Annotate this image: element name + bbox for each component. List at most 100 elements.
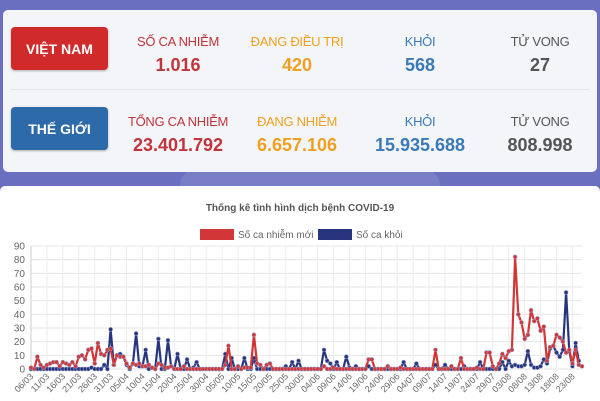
data-point [528, 362, 534, 368]
chart-title: Thống kê tình hình dịch bệnh COVID-19 [206, 202, 395, 214]
data-point [509, 347, 515, 353]
data-point [54, 359, 59, 365]
data-point [570, 361, 575, 366]
divider [11, 89, 589, 90]
data-point [557, 335, 563, 340]
y-tick-label: 60 [14, 283, 26, 294]
data-point [455, 366, 461, 372]
y-tick-label: 90 [14, 242, 26, 253]
data-point [251, 332, 257, 338]
data-point [98, 366, 104, 372]
stat-label: TỬ VONG [510, 114, 570, 129]
stat-label: ĐANG ĐIỀU TRỊ [250, 34, 344, 49]
stat-value: 568 [404, 55, 436, 75]
stat-label: ĐANG NHIỄM [256, 114, 338, 129]
data-point [66, 362, 72, 368]
data-point [31, 366, 37, 372]
data-point [184, 357, 190, 362]
data-point [480, 366, 486, 372]
data-point [101, 353, 107, 358]
data-point [490, 363, 496, 369]
data-point [328, 361, 333, 366]
y-tick-label: 10 [14, 351, 26, 362]
data-point [519, 320, 524, 325]
data-point [242, 355, 247, 361]
data-point [92, 361, 97, 366]
stat-label: KHỎI [404, 114, 436, 129]
data-point [512, 254, 518, 260]
legend-swatch [200, 229, 234, 240]
data-point [194, 359, 199, 365]
stat-value: 1.016 [155, 55, 201, 75]
data-point [178, 366, 183, 372]
data-point [563, 350, 569, 355]
stat-value: 6.657.106 [256, 135, 338, 155]
vietnam-button[interactable]: VIỆT NAM [11, 27, 108, 70]
y-tick-label: 70 [14, 269, 26, 280]
data-point [573, 347, 578, 353]
data-point [235, 363, 241, 369]
data-point [165, 338, 171, 343]
stat-value: 23.401.792 [132, 135, 224, 155]
summary-card: VIỆT NAM THẾ GIỚI SỐ CA NHIỄM 1.016 ĐANG Đ… [3, 10, 597, 172]
data-point [573, 340, 578, 346]
vietnam-stat: SỐ CA NHIỄM 1.016 [113, 34, 243, 76]
data-point [70, 359, 75, 365]
data-point [248, 365, 254, 370]
data-point [267, 361, 273, 366]
data-point [146, 362, 152, 368]
world-button[interactable]: THẾ GIỚI [11, 107, 108, 150]
y-tick-label: 30 [14, 324, 26, 335]
data-point [108, 346, 113, 351]
data-point [156, 336, 161, 342]
vietnam-stat: KHỎI 568 [355, 34, 485, 76]
legend-swatch [318, 229, 352, 240]
data-point [528, 307, 534, 313]
vietnam-stat: TỬ VONG 27 [475, 34, 600, 76]
data-point [433, 347, 438, 353]
data-point [500, 351, 505, 357]
legend-label: Số ca nhiễm mới [238, 228, 313, 241]
data-point [121, 354, 126, 359]
data-point [261, 366, 266, 372]
data-point [111, 362, 117, 368]
y-tick-label: 40 [14, 310, 26, 321]
stat-value: 15.935.688 [374, 135, 466, 155]
data-point [538, 363, 543, 369]
data-point [535, 316, 540, 321]
world-stat: ĐANG NHIỄM 6.657.106 [232, 114, 362, 156]
data-point [222, 362, 228, 368]
data-point [414, 361, 419, 366]
data-point [296, 358, 301, 364]
data-point [566, 347, 572, 353]
data-point [551, 343, 556, 349]
stat-value: 27 [529, 55, 551, 75]
data-point [458, 355, 464, 361]
data-point [289, 359, 295, 365]
data-point [82, 357, 88, 362]
data-point [477, 359, 483, 365]
data-point [344, 354, 349, 359]
vietnam-stat: ĐANG ĐIỀU TRỊ 420 [232, 34, 362, 76]
data-point [531, 318, 537, 324]
data-point [503, 355, 508, 361]
data-point [516, 312, 521, 317]
data-point [525, 348, 531, 354]
world-stat: TỬ VONG 808.998 [475, 114, 600, 156]
y-tick-label: 80 [14, 255, 26, 266]
data-point [258, 362, 263, 368]
stat-label: TỔNG CA NHIỄM [127, 114, 229, 129]
data-point [560, 339, 566, 344]
data-point [89, 346, 94, 351]
data-point [554, 332, 559, 338]
stat-value: 808.998 [507, 135, 573, 155]
y-tick-label: 20 [14, 337, 26, 348]
y-tick-label: 50 [14, 296, 26, 307]
data-point [496, 361, 502, 366]
data-point [525, 332, 531, 338]
stat-label: KHỎI [404, 34, 436, 49]
data-point [503, 366, 508, 372]
stat-label: SỐ CA NHIỄM [137, 34, 219, 49]
data-point [219, 366, 225, 372]
data-point [541, 324, 547, 329]
